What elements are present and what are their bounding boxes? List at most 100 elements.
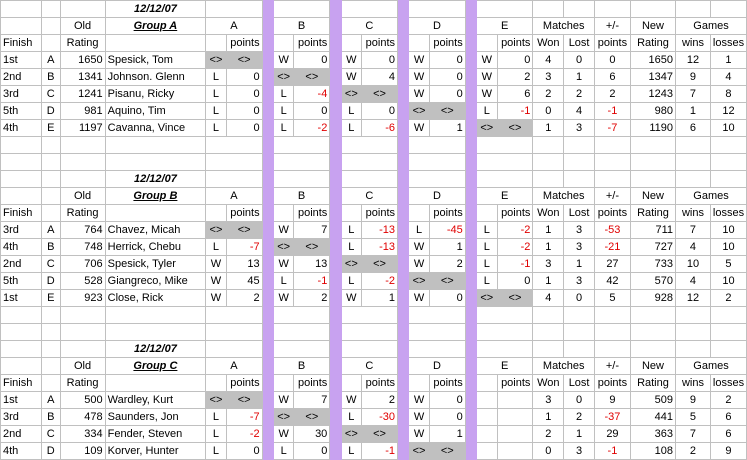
result-wl-cell[interactable]: W [408, 85, 430, 103]
old-header[interactable]: Old [59, 17, 106, 35]
plusminus-cell[interactable]: 29 [593, 425, 631, 443]
old-rating-cell[interactable]: 1341 [59, 68, 106, 86]
new-rating-header[interactable]: Rating [629, 34, 677, 52]
blank-cell[interactable] [205, 306, 263, 324]
blank-cell[interactable] [340, 204, 363, 222]
blank-cell[interactable] [629, 306, 677, 324]
result-header-a[interactable]: A [205, 357, 263, 375]
old-rating-cell[interactable]: 706 [59, 255, 106, 273]
blank-cell[interactable] [0, 357, 43, 375]
result-points-cell[interactable]: -7 [225, 408, 263, 426]
player-name-cell[interactable]: Close, Rick [104, 289, 207, 307]
blank-cell[interactable] [272, 340, 331, 358]
blank-cell[interactable] [0, 187, 43, 205]
blank-cell[interactable] [272, 136, 331, 154]
result-wl-cell[interactable]: L [272, 102, 295, 120]
blank-cell[interactable] [629, 0, 677, 18]
blank-cell[interactable] [675, 323, 711, 341]
lost-cell[interactable]: 3 [563, 238, 595, 256]
blank-cell[interactable] [205, 170, 263, 188]
result-header-d[interactable]: D [408, 187, 466, 205]
blank-cell[interactable] [475, 323, 534, 341]
losses-cell[interactable]: 2 [709, 289, 747, 307]
result-points-cell[interactable]: <> [428, 102, 466, 120]
losses-cell[interactable]: 5 [709, 255, 747, 273]
blank-cell[interactable] [0, 323, 43, 341]
result-points-cell[interactable]: 7 [293, 221, 331, 239]
result-points-cell[interactable]: 1 [361, 289, 399, 307]
result-points-cell[interactable]: <> [361, 255, 399, 273]
blank-cell[interactable] [104, 153, 207, 171]
result-points-cell[interactable]: 2 [225, 289, 263, 307]
result-wl-cell[interactable]: W [408, 255, 430, 273]
blank-cell[interactable] [408, 0, 466, 18]
won-cell[interactable]: 0 [532, 442, 565, 460]
points-header[interactable]: points [361, 34, 399, 52]
lost-cell[interactable]: 2 [563, 85, 595, 103]
result-wl-cell[interactable]: W [272, 51, 295, 69]
old-rating-cell[interactable]: 1650 [59, 51, 106, 69]
blank-cell[interactable] [205, 34, 227, 52]
blank-cell[interactable] [475, 306, 534, 324]
lost-cell[interactable]: 1 [563, 425, 595, 443]
blank-cell[interactable] [340, 170, 399, 188]
player-name-cell[interactable]: Johnson. Glenn [104, 68, 207, 86]
new-rating-cell[interactable]: 1347 [629, 68, 677, 86]
result-wl-cell[interactable]: W [408, 391, 430, 409]
plusminus-header[interactable]: +/- [593, 17, 631, 35]
blank-cell[interactable] [629, 323, 677, 341]
blank-cell[interactable] [629, 170, 677, 188]
result-points-cell[interactable] [496, 425, 534, 443]
wins-header[interactable]: wins [675, 374, 711, 392]
result-wl-cell[interactable]: W [340, 391, 363, 409]
blank-cell[interactable] [593, 153, 631, 171]
blank-cell[interactable] [675, 306, 711, 324]
result-wl-cell[interactable]: <> [408, 442, 430, 460]
result-header-b[interactable]: B [272, 187, 331, 205]
won-cell[interactable]: 1 [532, 221, 565, 239]
result-wl-cell[interactable]: L [476, 272, 498, 290]
finish-cell[interactable]: 2nd [0, 425, 43, 443]
new-rating-cell[interactable]: 441 [629, 408, 677, 426]
won-cell[interactable]: 1 [532, 408, 565, 426]
blank-cell[interactable] [205, 0, 263, 18]
player-name-cell[interactable]: Spesick, Tyler [104, 255, 207, 273]
result-points-cell[interactable]: 0 [293, 51, 331, 69]
pm-points-header[interactable]: points [593, 204, 631, 222]
blank-cell[interactable] [532, 306, 565, 324]
result-wl-cell[interactable]: <> [476, 119, 498, 137]
wins-cell[interactable]: 4 [675, 238, 711, 256]
lost-cell[interactable]: 0 [563, 391, 595, 409]
losses-header[interactable]: losses [709, 34, 747, 52]
points-header[interactable]: points [293, 34, 331, 52]
blank-cell[interactable] [408, 306, 466, 324]
blank-cell[interactable] [205, 323, 263, 341]
result-points-cell[interactable]: -30 [361, 408, 399, 426]
losses-header[interactable]: losses [709, 204, 747, 222]
group-title[interactable]: Group B [104, 187, 207, 205]
wins-cell[interactable]: 2 [675, 442, 711, 460]
result-wl-cell[interactable]: L [272, 85, 295, 103]
result-wl-cell[interactable]: W [340, 51, 363, 69]
old-rating-cell[interactable]: 478 [59, 408, 106, 426]
losses-cell[interactable]: 10 [709, 119, 747, 137]
won-cell[interactable]: 2 [532, 425, 565, 443]
blank-cell[interactable] [532, 170, 565, 188]
result-wl-cell[interactable]: <> [408, 102, 430, 120]
result-points-cell[interactable]: 4 [361, 68, 399, 86]
points-header[interactable]: points [496, 34, 534, 52]
result-wl-cell[interactable] [476, 442, 498, 460]
matches-header[interactable]: Matches [532, 187, 595, 205]
blank-cell[interactable] [104, 374, 207, 392]
losses-cell[interactable]: 9 [709, 442, 747, 460]
letter-cell[interactable]: B [41, 238, 61, 256]
result-wl-cell[interactable]: <> [205, 391, 227, 409]
blank-cell[interactable] [709, 136, 747, 154]
result-points-cell[interactable]: -2 [496, 221, 534, 239]
result-header-e[interactable]: E [475, 17, 534, 35]
result-header-c[interactable]: C [340, 357, 399, 375]
result-wl-cell[interactable]: W [408, 68, 430, 86]
result-points-cell[interactable]: 7 [293, 391, 331, 409]
result-points-cell[interactable]: 0 [361, 51, 399, 69]
blank-cell[interactable] [41, 136, 61, 154]
